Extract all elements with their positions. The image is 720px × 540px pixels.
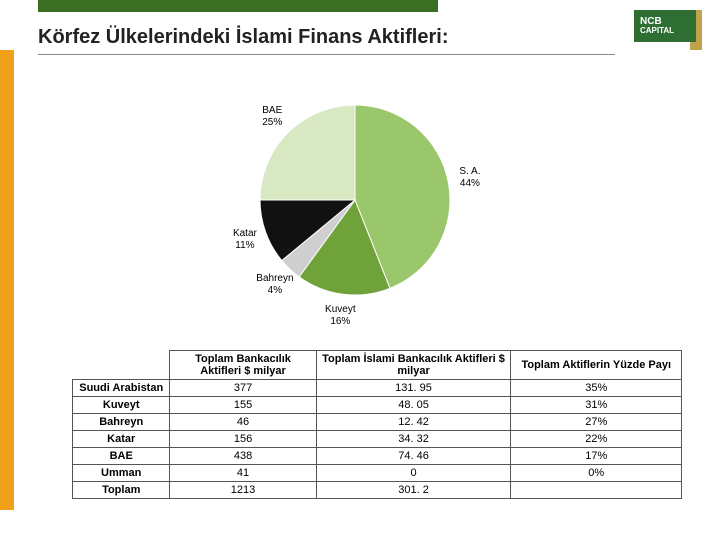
row-cell: 12. 42 [316,414,511,431]
pie-label-pct-katar: 11% [220,240,270,252]
table-row: Kuveyt15548. 0531% [73,397,682,414]
page-title: Körfez Ülkelerindeki İslami Finans Aktif… [38,26,449,49]
row-cell: 0 [316,465,511,482]
row-cell [511,482,682,499]
table-header-3: Toplam Aktiflerin Yüzde Payı [511,351,682,380]
row-cell: 438 [170,448,316,465]
table-corner [73,351,170,380]
table-row: Suudi Arabistan377131. 9535% [73,380,682,397]
pie-label-katar: Katar11% [220,228,270,252]
brand-logo: NCB CAPITAL [634,10,696,42]
table-row: BAE43874. 4617% [73,448,682,465]
pie-wrap [260,105,450,295]
row-cell: 22% [511,431,682,448]
row-name: Kuveyt [73,397,170,414]
row-cell: 17% [511,448,682,465]
table-header-2: Toplam İslami Bankacılık Aktifleri $ mil… [316,351,511,380]
row-name: BAE [73,448,170,465]
pie-label-name-kuveyt: Kuveyt [315,304,365,316]
title-underline [38,54,615,55]
table-header-1: Toplam Bankacılık Aktifleri $ milyar [170,351,316,380]
table-row: Katar15634. 3222% [73,431,682,448]
pie-label-bae: BAE25% [247,105,297,129]
pie-label-name-bahreyn: Bahreyn [250,273,300,285]
row-cell: 377 [170,380,316,397]
row-cell: 46 [170,414,316,431]
pie-label-name-katar: Katar [220,228,270,240]
pie-label-sa: S. A.44% [445,166,495,190]
row-cell: 0% [511,465,682,482]
pie-label-pct-bahreyn: 4% [250,285,300,297]
pie-label-kuveyt: Kuveyt16% [315,304,365,328]
table-row: Umman4100% [73,465,682,482]
row-cell: 35% [511,380,682,397]
pie-label-pct-sa: 44% [445,178,495,190]
row-cell: 156 [170,431,316,448]
pie-svg [260,105,450,295]
table-row: Bahreyn4612. 4227% [73,414,682,431]
pie-chart: S. A.44% Kuveyt16% Bahreyn4% Katar11% BAE25% [170,95,540,345]
top-green-strip [38,0,438,12]
pie-label-name-bae: BAE [247,105,297,117]
pie-label-name-sa: S. A. [445,166,495,178]
logo-line2: CAPITAL [640,27,696,36]
row-cell: 41 [170,465,316,482]
row-cell: 155 [170,397,316,414]
row-cell: 301. 2 [316,482,511,499]
row-name: Umman [73,465,170,482]
data-table: Toplam Bankacılık Aktifleri $ milyarTopl… [72,350,682,499]
table-row: Toplam1213301. 2 [73,482,682,499]
table-body: Suudi Arabistan377131. 9535%Kuveyt15548.… [73,380,682,499]
row-name: Suudi Arabistan [73,380,170,397]
row-name: Bahreyn [73,414,170,431]
pie-label-pct-bae: 25% [247,117,297,129]
row-cell: 31% [511,397,682,414]
pie-label-bahreyn: Bahreyn4% [250,273,300,297]
pie-label-pct-kuveyt: 16% [315,316,365,328]
row-cell: 48. 05 [316,397,511,414]
row-cell: 1213 [170,482,316,499]
row-name: Katar [73,431,170,448]
row-cell: 34. 32 [316,431,511,448]
row-cell: 74. 46 [316,448,511,465]
table-header-row: Toplam Bankacılık Aktifleri $ milyarTopl… [73,351,682,380]
row-cell: 131. 95 [316,380,511,397]
data-table-area: Toplam Bankacılık Aktifleri $ milyarTopl… [72,350,682,499]
row-cell: 27% [511,414,682,431]
left-orange-strip [0,50,14,510]
row-name: Toplam [73,482,170,499]
